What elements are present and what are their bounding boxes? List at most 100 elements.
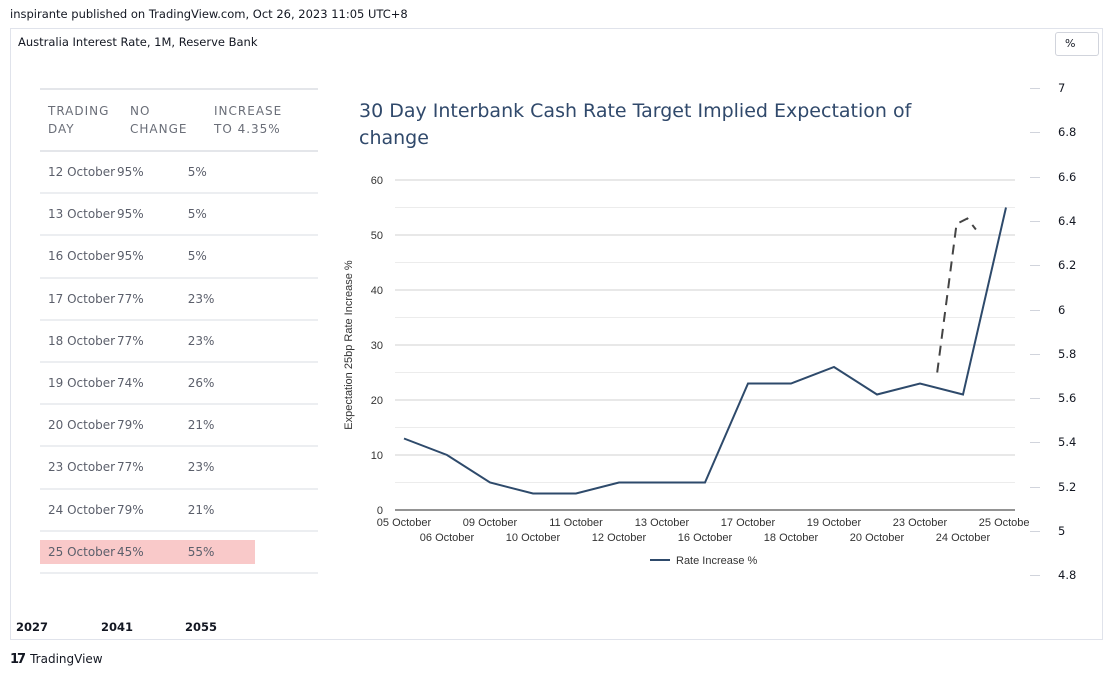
unit-button[interactable]: % xyxy=(1055,32,1099,56)
probability-table: TRADING DAY NO CHANGE INCREASE TO 4.35% … xyxy=(40,88,318,574)
cell-trading-day: 18 October xyxy=(48,333,116,348)
x-tick-label: 19 October xyxy=(807,517,862,529)
price-scale[interactable]: 7 6.8 6.6 6.4 6.2 6 5.8 5.6 5.4 5.2 5 4.8 xyxy=(1030,60,1100,600)
price-scale-tick xyxy=(1030,575,1040,577)
cell-trading-day: 19 October xyxy=(48,376,116,391)
price-scale-label: 5.2 xyxy=(1058,479,1077,494)
price-scale-tick xyxy=(1030,132,1040,134)
cell-increase: 21% xyxy=(187,418,215,433)
y-tick-label: 40 xyxy=(371,285,383,297)
cell-trading-day: 17 October xyxy=(48,291,116,306)
embedded-image: TRADING DAY NO CHANGE INCREASE TO 4.35% … xyxy=(30,85,1030,585)
cell-no-change: 95% xyxy=(117,165,144,180)
time-axis-label: 2055 xyxy=(185,620,218,634)
x-tick-label: 05 October xyxy=(377,517,432,529)
cell-trading-day: 24 October xyxy=(48,502,116,517)
table-row-cells: 13 October 95% 5% xyxy=(40,202,255,226)
cell-increase: 21% xyxy=(187,502,215,517)
price-scale-tick xyxy=(1030,309,1040,311)
cell-increase: 5% xyxy=(187,249,207,264)
x-tick-label: 12 October xyxy=(592,532,647,544)
price-scale-label: 5.8 xyxy=(1058,346,1077,361)
table-row-cells: 25 October 45% 55% xyxy=(40,539,255,564)
table-body: 12 October 95% 5% 13 October 95% 5% 16 October… xyxy=(40,152,318,574)
y-tick-label: 20 xyxy=(371,395,383,407)
cell-increase: 23% xyxy=(187,460,215,475)
x-tick-label: 09 October xyxy=(463,517,518,529)
price-scale-tick xyxy=(1030,531,1040,532)
price-scale-label: 6.6 xyxy=(1058,169,1077,184)
time-axis-label: 2027 xyxy=(16,620,49,634)
table-row-cells: 18 October 77% 23% xyxy=(40,329,255,353)
cell-trading-day: 13 October xyxy=(48,207,116,222)
chart-frame xyxy=(10,28,1103,640)
cell-no-change: 95% xyxy=(117,249,144,264)
tradingview-logo-icon: 17 xyxy=(10,651,26,667)
header-line: DAY xyxy=(48,122,75,136)
price-scale-label: 5.4 xyxy=(1058,435,1077,450)
price-scale-tick xyxy=(1030,442,1040,444)
cell-no-change: 79% xyxy=(117,502,144,517)
header-no-change: NO CHANGE xyxy=(130,102,214,138)
cell-increase: 23% xyxy=(187,333,215,348)
y-tick-label: 10 xyxy=(371,450,383,462)
x-tick-label: 13 October xyxy=(635,517,690,529)
table-row-cells: 16 October 95% 5% xyxy=(40,244,255,268)
table-row-cells: 23 October 77% 23% xyxy=(40,455,255,479)
table-row: 20 October 79% 21% xyxy=(40,405,318,448)
table-row-cells: 17 October 77% 23% xyxy=(40,287,255,311)
table-row-cells: 24 October 79% 21% xyxy=(40,498,255,522)
cell-no-change: 77% xyxy=(117,460,144,475)
y-tick-label: 30 xyxy=(371,340,383,352)
time-axis-label: 2041 xyxy=(101,620,134,634)
chart-title-line: change xyxy=(359,127,429,149)
price-scale-tick xyxy=(1030,265,1040,267)
price-scale-label: 5 xyxy=(1058,524,1066,538)
y-tick-label: 50 xyxy=(371,230,383,242)
header-trading-day: TRADING DAY xyxy=(40,102,130,138)
cell-no-change: 95% xyxy=(117,207,144,222)
x-tick-label: 20 October xyxy=(850,532,905,544)
series-line xyxy=(403,207,1007,495)
price-scale-tick xyxy=(1030,486,1040,488)
price-scale-label: 7 xyxy=(1058,81,1066,95)
table-row: 12 October 95% 5% xyxy=(40,152,318,195)
price-scale-tick xyxy=(1030,398,1040,400)
x-tick-label: 24 October xyxy=(936,532,991,544)
cell-no-change: 79% xyxy=(117,418,144,433)
cell-increase: 23% xyxy=(187,291,215,306)
price-scale-label: 4.8 xyxy=(1058,568,1077,583)
cell-increase: 55% xyxy=(187,544,215,559)
table-row: 23 October 77% 23% xyxy=(40,447,318,490)
x-tick-label: 17 October xyxy=(721,517,776,529)
cell-trading-day: 12 October xyxy=(48,165,116,180)
table-header: TRADING DAY NO CHANGE INCREASE TO 4.35% xyxy=(40,88,318,152)
tradingview-logo[interactable]: 17 TradingView xyxy=(10,651,103,667)
projection-line xyxy=(936,217,977,373)
published-header: inspirante published on TradingView.com,… xyxy=(10,7,408,21)
price-scale-tick xyxy=(1030,176,1040,178)
x-tick-label: 23 October xyxy=(893,517,948,529)
table-row-cells: 12 October 95% 5% xyxy=(40,160,255,184)
x-tick-label: 06 October xyxy=(420,532,475,544)
cell-increase: 5% xyxy=(187,165,207,180)
cell-no-change: 77% xyxy=(117,333,144,348)
price-scale-tick xyxy=(1030,220,1040,222)
price-scale-label: 6.8 xyxy=(1058,125,1077,140)
line-chart: 0 10 20 30 40 50 60 05 October 06 October 09 Octo… xyxy=(343,175,1030,567)
table-row-cells: 20 October 79% 21% xyxy=(40,413,255,437)
table-row: 19 October 74% 26% xyxy=(40,363,318,406)
x-tick-label: 16 October xyxy=(678,532,733,544)
x-tick-label: 11 October xyxy=(549,517,603,529)
table-row: 25 October 45% 55% xyxy=(40,532,318,574)
tradingview-logo-text: TradingView xyxy=(30,652,103,666)
symbol-title[interactable]: Australia Interest Rate, 1M, Reserve Ban… xyxy=(18,35,258,49)
x-tick-label: 18 October xyxy=(764,532,819,544)
cell-increase: 26% xyxy=(187,376,215,391)
cell-no-change: 74% xyxy=(117,376,144,391)
header-line: INCREASE xyxy=(214,104,283,118)
header-line: CHANGE xyxy=(130,122,188,136)
price-scale-tick xyxy=(1030,353,1040,355)
table-row: 17 October 77% 23% xyxy=(40,279,318,321)
x-tick-label: 10 October xyxy=(506,532,561,544)
